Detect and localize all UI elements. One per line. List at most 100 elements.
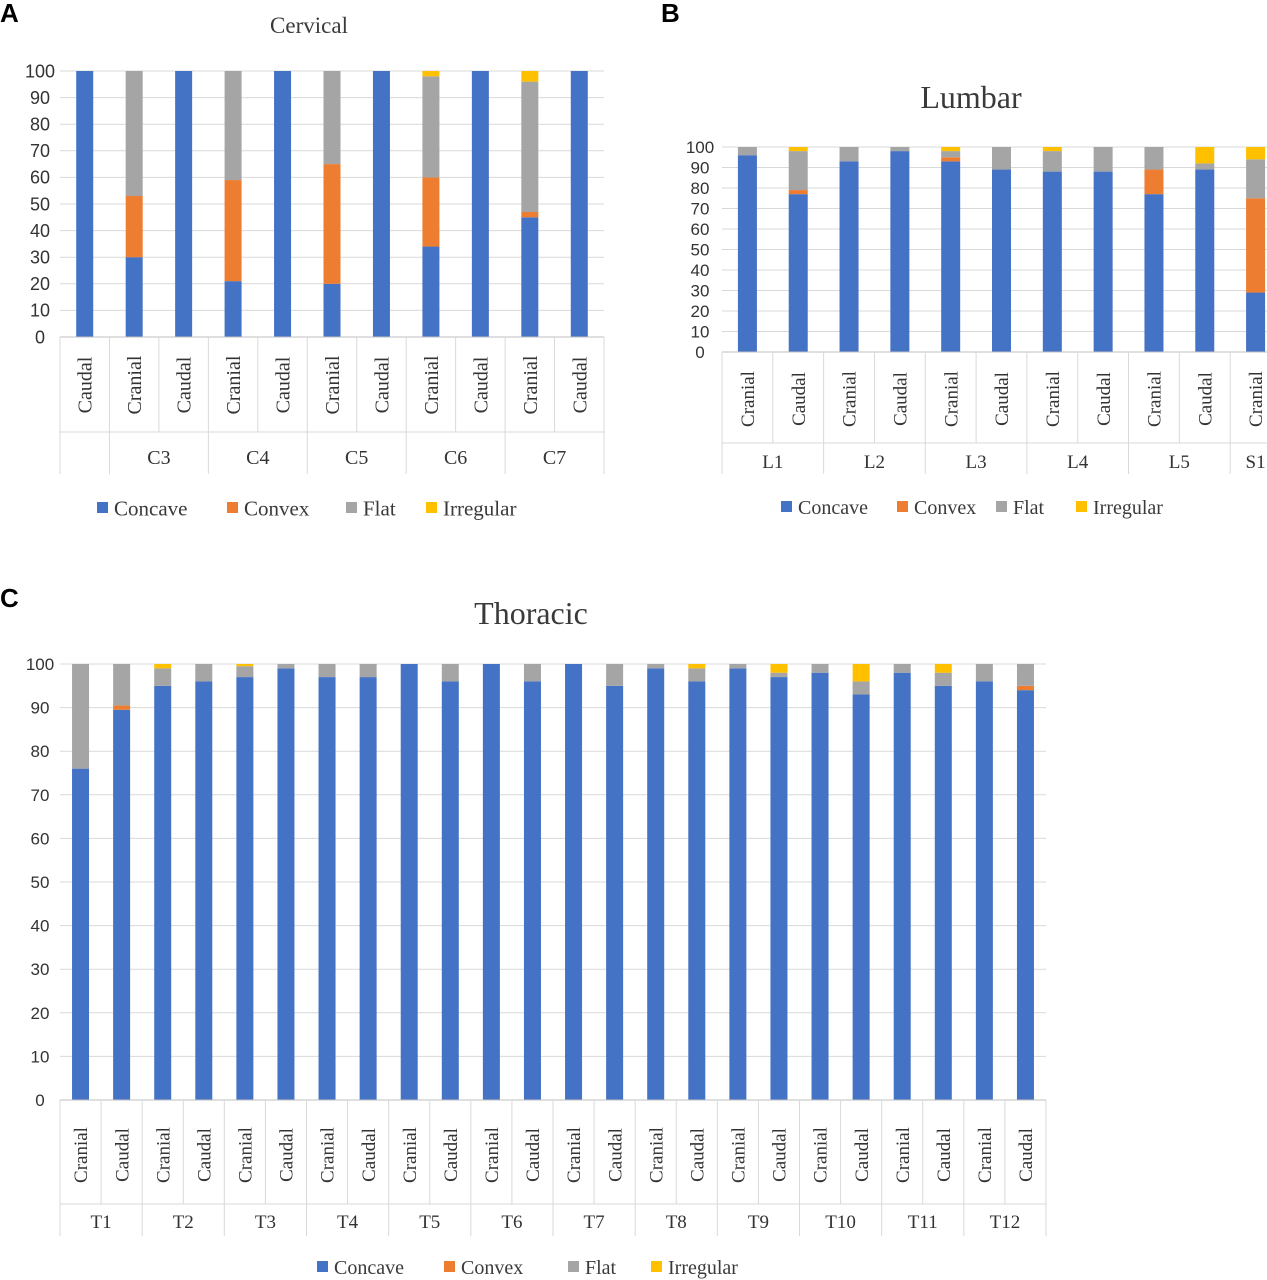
- bar-flat: [359, 664, 377, 678]
- y-tick-label: 10: [30, 301, 50, 321]
- bar-concave: [125, 257, 143, 337]
- x-tick-label: Caudal: [891, 372, 912, 426]
- bar-flat: [737, 147, 757, 156]
- bar-concave: [1246, 292, 1266, 352]
- group-label: L2: [864, 452, 885, 473]
- y-tick-label: 90: [30, 88, 50, 108]
- y-tick-label: 10: [31, 1047, 50, 1066]
- bar-concave: [647, 668, 665, 1100]
- x-tick-label: Cranial: [893, 1127, 914, 1183]
- legend-swatch-convex: [897, 501, 908, 512]
- bar-convex: [125, 196, 143, 258]
- bar-flat: [1016, 664, 1034, 686]
- x-tick-label: Caudal: [359, 1128, 380, 1182]
- bar-flat: [941, 151, 961, 158]
- bar-convex: [788, 190, 808, 195]
- x-tick-label: Caudal: [75, 356, 97, 413]
- bar-convex: [113, 705, 131, 710]
- x-tick-label: Caudal: [277, 1128, 298, 1182]
- y-tick-label: 100: [26, 655, 54, 674]
- x-tick-label: Cranial: [729, 1127, 750, 1183]
- x-tick-label: Cranial: [840, 371, 861, 427]
- bar-flat: [975, 664, 993, 682]
- y-tick-label: 20: [691, 302, 710, 321]
- bar-convex: [224, 180, 242, 282]
- x-tick-label: Cranial: [564, 1127, 585, 1183]
- bar-irregular: [236, 664, 254, 667]
- bar-flat: [606, 664, 624, 686]
- bar-convex: [1144, 169, 1164, 195]
- bar-concave: [893, 672, 911, 1100]
- bar-concave: [274, 71, 292, 337]
- bar-concave: [852, 694, 870, 1100]
- x-tick-label: Cranial: [1145, 371, 1166, 427]
- bar-concave: [1195, 169, 1215, 352]
- chart-title: Thoracic: [474, 595, 588, 631]
- y-tick-label: 30: [691, 281, 710, 300]
- x-tick-label: Cranial: [941, 371, 962, 427]
- y-tick-label: 50: [691, 240, 710, 259]
- x-tick-label: Caudal: [174, 356, 196, 413]
- legend-swatch-flat: [568, 1261, 579, 1272]
- bar-concave: [154, 685, 172, 1100]
- y-tick-label: 100: [686, 138, 714, 157]
- bar-concave: [400, 664, 418, 1100]
- legend-label-irregular: Irregular: [668, 1257, 738, 1279]
- bar-irregular: [1246, 147, 1266, 160]
- bar-concave: [570, 71, 588, 337]
- bar-flat: [992, 147, 1011, 170]
- bar-flat: [647, 664, 665, 669]
- group-label: L4: [1067, 452, 1089, 473]
- bar-concave: [422, 246, 440, 337]
- legend-label-irregular: Irregular: [1093, 497, 1163, 519]
- x-tick-label: Cranial: [236, 1127, 257, 1183]
- group-label: C5: [345, 447, 368, 469]
- x-tick-label: Cranial: [400, 1127, 421, 1183]
- legend-swatch-flat: [996, 501, 1007, 512]
- x-tick-label: Caudal: [770, 1128, 791, 1182]
- y-tick-label: 50: [31, 873, 50, 892]
- legend: Concave Convex Flat Irregular: [317, 1257, 738, 1279]
- bar-concave: [788, 194, 808, 352]
- group-label: T12: [990, 1212, 1021, 1233]
- x-tick-label: Caudal: [470, 356, 492, 413]
- group-label: T1: [91, 1212, 112, 1233]
- x-tick-label: Cranial: [71, 1127, 92, 1183]
- chart-title: Cervical: [270, 13, 348, 38]
- bar-flat: [125, 71, 143, 197]
- y-tick-label: 90: [691, 158, 710, 177]
- x-tick-label: Cranial: [738, 371, 759, 427]
- bar-irregular: [941, 147, 961, 152]
- bar-concave: [318, 677, 336, 1100]
- bar-flat: [1042, 151, 1062, 172]
- legend: Concave Convex Flat Irregular: [97, 496, 516, 520]
- bar-irregular: [1195, 147, 1215, 164]
- bar-concave: [236, 677, 254, 1100]
- bar-flat: [788, 151, 808, 191]
- cervical-chart: Cervical 0 10 20 30 40 50 60 70 80 90 100 Caudal Cra…: [25, 13, 605, 520]
- group-label: S1: [1246, 452, 1266, 473]
- group-label: C6: [444, 447, 467, 469]
- bar-flat: [236, 666, 254, 678]
- bar-flat: [277, 664, 295, 669]
- bar-concave: [76, 71, 94, 337]
- x-tick-label: Cranial: [1043, 371, 1064, 427]
- legend-swatch-convex: [444, 1261, 455, 1272]
- y-tick-label: 80: [31, 742, 50, 761]
- bar-concave: [195, 681, 213, 1100]
- group-label: L3: [966, 452, 987, 473]
- bar-concave: [770, 677, 788, 1100]
- y-tick-label: 70: [691, 199, 710, 218]
- bar-flat: [422, 76, 440, 178]
- bar-convex: [941, 157, 961, 162]
- y-tick-label: 30: [30, 248, 50, 268]
- x-tick-label: Cranial: [646, 1127, 667, 1183]
- bar-concave: [729, 668, 747, 1100]
- legend-label-convex: Convex: [914, 497, 976, 519]
- legend-label-flat: Flat: [585, 1257, 617, 1279]
- legend-label-concave: Concave: [798, 497, 868, 519]
- bar-flat: [893, 664, 911, 673]
- panel-letter-c: C: [0, 583, 19, 613]
